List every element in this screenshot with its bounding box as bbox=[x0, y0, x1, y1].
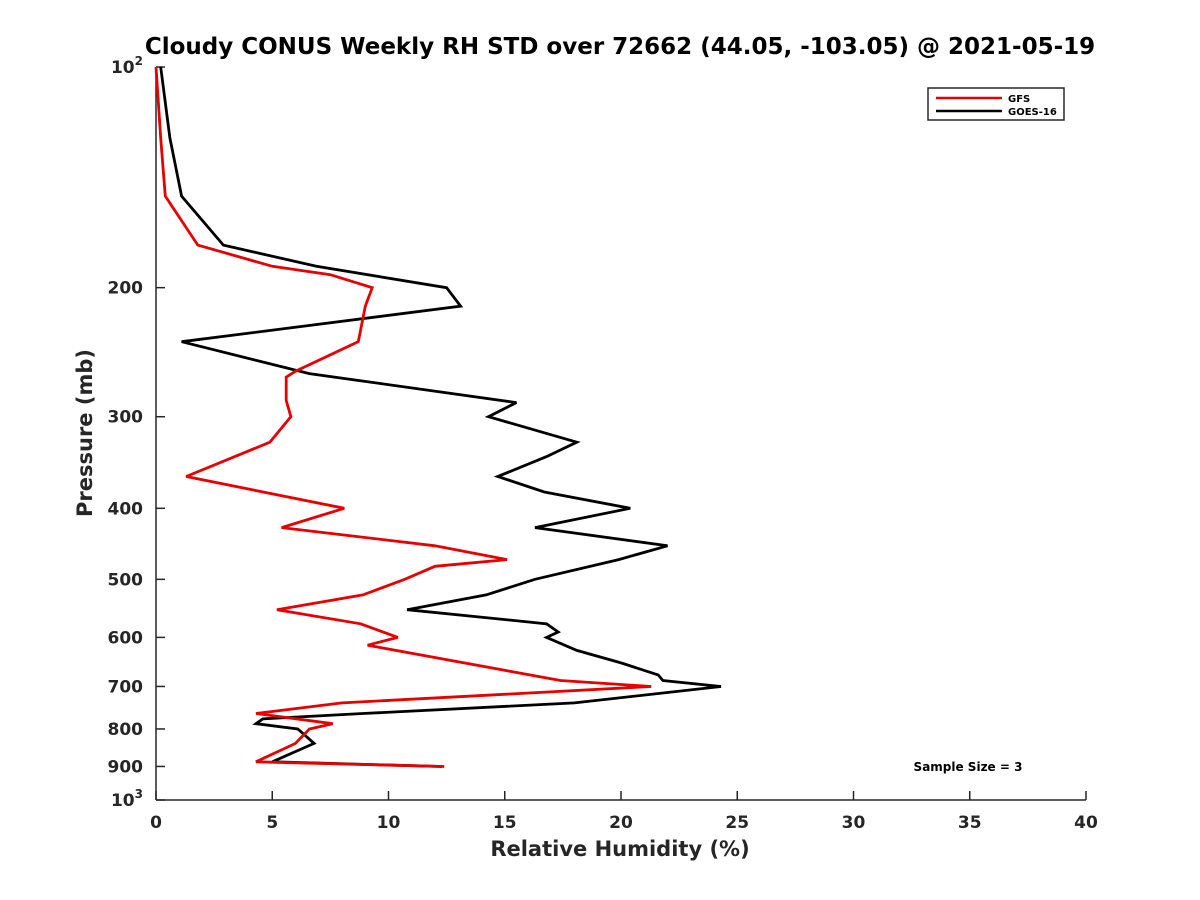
x-tick-label: 0 bbox=[150, 813, 162, 833]
x-tick-label: 15 bbox=[493, 813, 517, 833]
y-tick-label: 900 bbox=[108, 757, 144, 777]
legend-label-gfs: GFS bbox=[1008, 94, 1030, 105]
y-tick-label: 800 bbox=[108, 720, 144, 740]
x-tick-label: 30 bbox=[842, 813, 866, 833]
axes: 0 5 10 15 20 25 30 35 40 102 200 300 400 500 600 700 800… bbox=[108, 54, 1098, 833]
y-tick-label: 300 bbox=[108, 408, 144, 428]
x-tick-label: 20 bbox=[609, 813, 633, 833]
x-tick-label: 10 bbox=[377, 813, 401, 833]
x-tick-label: 35 bbox=[958, 813, 982, 833]
legend: GFS GOES-16 bbox=[927, 87, 1065, 121]
y-tick-label: 700 bbox=[108, 677, 144, 697]
legend-label-goes-16: GOES-16 bbox=[1008, 107, 1057, 118]
y-tick-label: 103 bbox=[111, 787, 143, 811]
series-line-gfs bbox=[154, 66, 652, 768]
x-tick-label: 5 bbox=[266, 813, 278, 833]
sample-size-note: Sample Size = 3 bbox=[914, 760, 1023, 774]
x-tick-label: 40 bbox=[1074, 813, 1098, 833]
x-axis-label: Relative Humidity (%) bbox=[490, 837, 749, 861]
y-tick-label: 400 bbox=[108, 499, 144, 519]
y-tick-label: 200 bbox=[108, 279, 144, 299]
x-tick-label: 25 bbox=[725, 813, 749, 833]
y-tick-label: 102 bbox=[111, 54, 143, 78]
y-tick-label: 500 bbox=[108, 570, 144, 590]
chart-title: Cloudy CONUS Weekly RH STD over 72662 (4… bbox=[145, 34, 1095, 60]
legend-box bbox=[927, 87, 1065, 121]
y-tick-label: 600 bbox=[108, 628, 144, 648]
series-line-goes-16 bbox=[159, 66, 722, 768]
y-axis-label: Pressure (mb) bbox=[73, 349, 97, 517]
series-lines bbox=[154, 66, 722, 768]
